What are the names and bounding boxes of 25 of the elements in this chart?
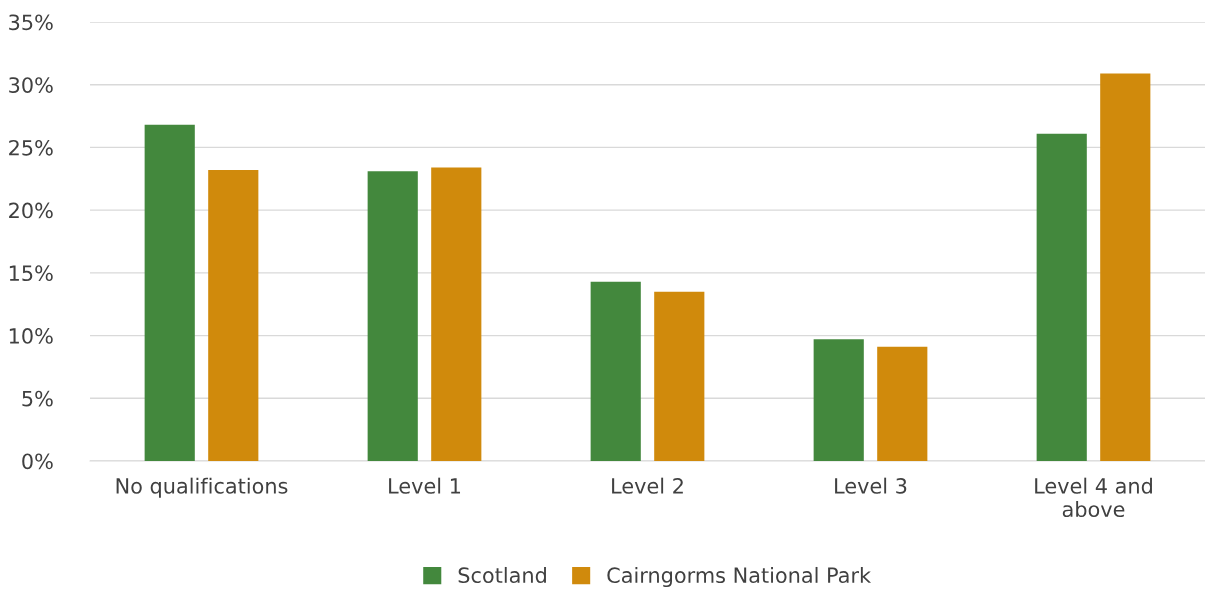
y-tick-label: 30% [9, 77, 53, 93]
bar [813, 339, 864, 461]
y-tick-label: 25% [9, 139, 53, 156]
x-tick-label: Level 1 [389, 477, 461, 494]
y-tick-label: 35% [9, 14, 53, 31]
bar [1036, 133, 1087, 461]
y-tick-label: 20% [9, 202, 53, 219]
y-tick-label: 0% [22, 453, 53, 470]
x-tick-label: Level 2 [612, 477, 683, 494]
legend-label: Cairngorms National Park [607, 566, 872, 588]
x-tick-label: Level 4 and above [1035, 477, 1152, 518]
legend-label: Scotland [458, 566, 546, 584]
bar [590, 281, 641, 461]
y-tick-label: 5% [22, 390, 53, 407]
y-tick-label: 10% [9, 328, 53, 344]
bar [208, 170, 259, 461]
bar [877, 346, 928, 461]
bar [654, 291, 705, 461]
bar [431, 167, 482, 461]
bar [367, 171, 418, 461]
y-tick-label: 15% [9, 265, 53, 282]
x-tick-label: No qualifications [116, 477, 288, 498]
bar [1100, 73, 1151, 461]
x-tick-label: Level 3 [835, 477, 907, 494]
bar [144, 124, 195, 461]
